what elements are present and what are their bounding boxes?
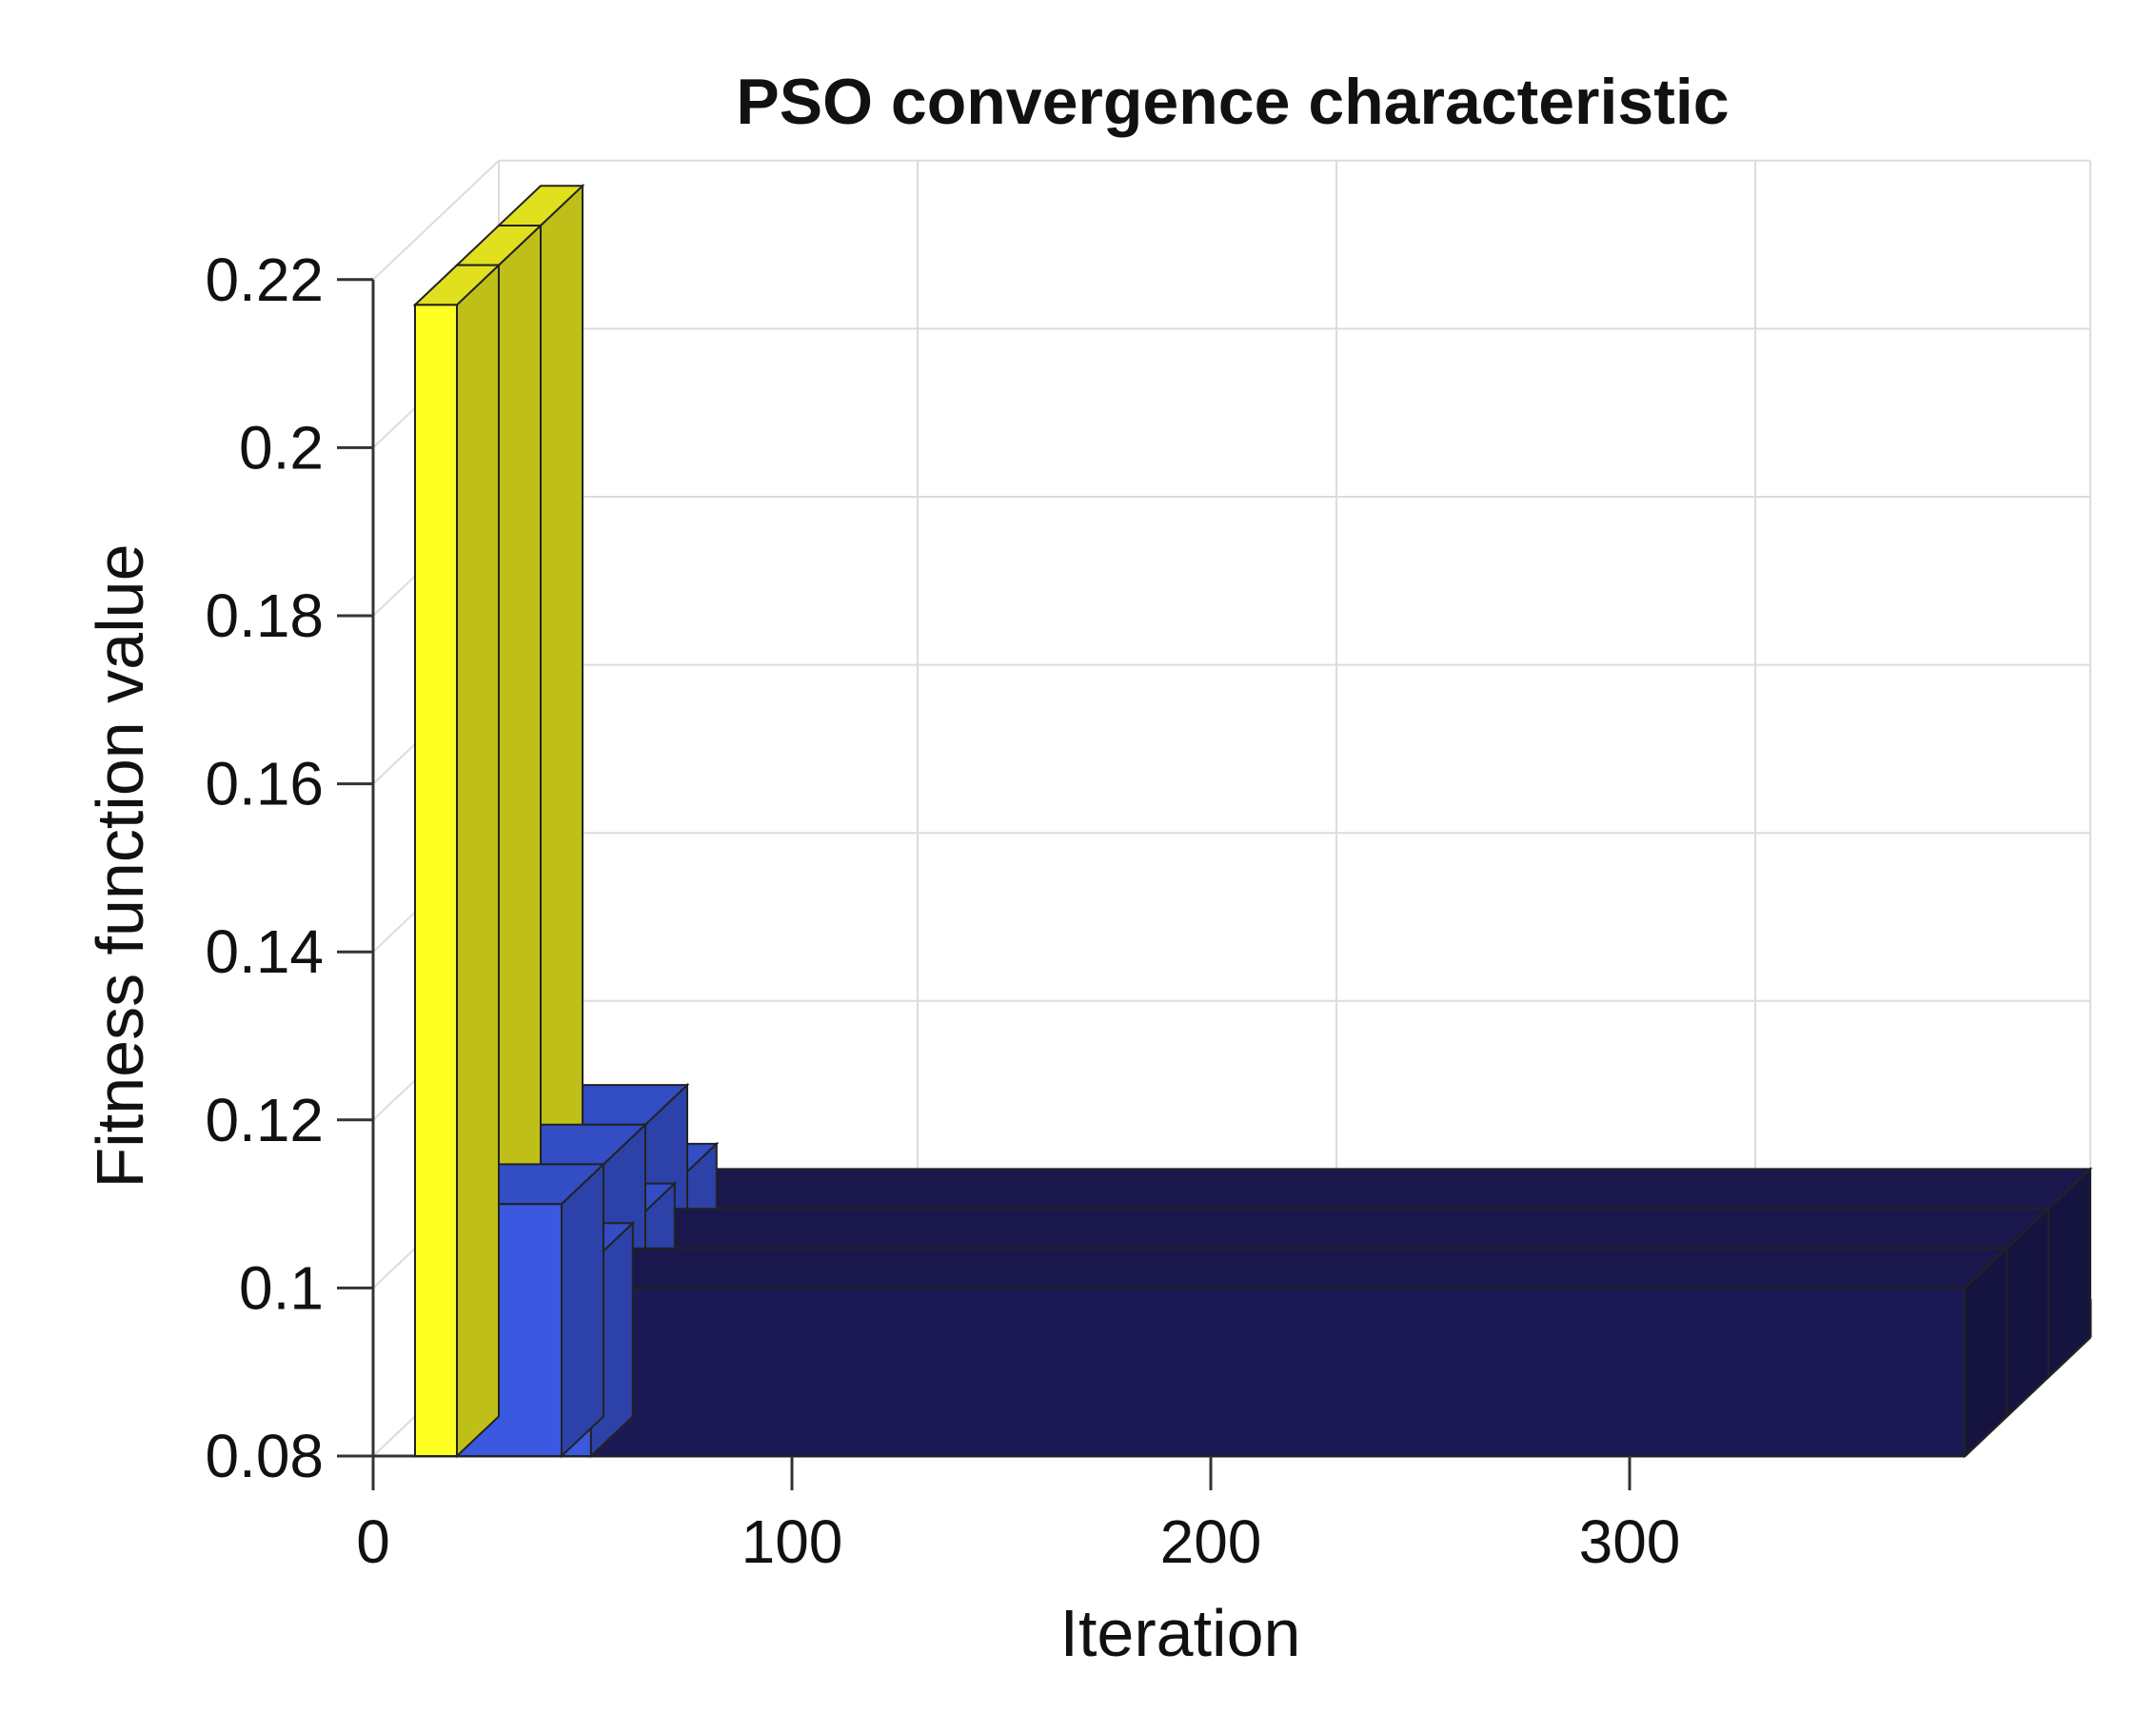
x-axis-label: Iteration (1060, 1596, 1301, 1670)
bar-top-face (672, 1168, 2093, 1211)
bar-seg-0-row-0 (412, 263, 502, 1459)
y-tick-label-4: 0.16 (205, 750, 324, 818)
tick-layer: 0.08 0.1 0.12 0.14 0.16 0.18 0.2 0.22 0 100 200 300 (205, 246, 1680, 1576)
x-tick-label-1: 100 (742, 1507, 843, 1576)
y-tick-label-3: 0.14 (205, 917, 324, 986)
y-tick-label-5: 0.18 (205, 581, 324, 650)
bar-top-face (588, 1247, 2009, 1290)
bar-side-face (456, 263, 500, 1459)
y-tick-label-6: 0.2 (239, 413, 324, 482)
y-tick-label-2: 0.12 (205, 1086, 324, 1154)
x-tick-label-2: 200 (1160, 1507, 1262, 1576)
bar-top-face (412, 264, 502, 306)
bar-top-face (630, 1208, 2051, 1250)
bar-front-face (414, 304, 458, 1457)
x-tick-label-3: 300 (1579, 1507, 1681, 1576)
y-tick-label-7: 0.22 (205, 246, 324, 314)
bar-layer (412, 183, 2093, 1459)
side-grid-line-y-7 (372, 160, 500, 281)
x-tick-label-0: 0 (356, 1507, 390, 1576)
bar-seg-3-row-0 (588, 1246, 2009, 1459)
bar-side-face (561, 1162, 604, 1459)
chart-title: PSO convergence characteristic (736, 66, 1729, 138)
bar-front-face (589, 1287, 1966, 1457)
y-axis-label: Fitness function value (83, 543, 157, 1188)
y-tick-label-1: 0.1 (239, 1253, 324, 1322)
y-tick-label-0: 0.08 (205, 1422, 324, 1490)
